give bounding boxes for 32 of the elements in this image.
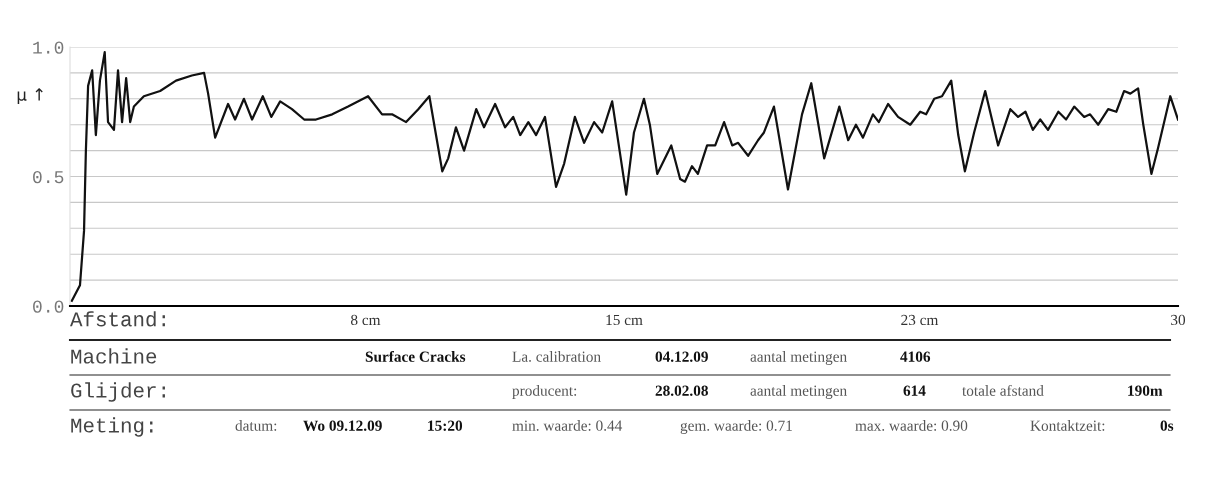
text: producent:	[512, 385, 577, 399]
text: 0s	[1160, 420, 1174, 431]
x-tick-label: 8 cm	[350, 314, 381, 326]
x-tick-label: 15 cm	[606, 314, 643, 326]
text: Machine	[71, 348, 157, 364]
y-tick-label: 1.0	[33, 41, 64, 54]
text: La. calibration	[512, 351, 601, 362]
text: min. waarde: 0.44	[512, 420, 623, 431]
y-axis-title: μ ↑	[17, 88, 43, 104]
text: 4106	[900, 351, 931, 362]
x-tick-label: 23 cm	[901, 314, 939, 326]
text: Meting:	[71, 417, 153, 437]
y-tick-label: 0.5	[33, 170, 64, 184]
x-tick-label: 30	[1171, 314, 1186, 326]
text: 04.12.09	[655, 351, 708, 362]
line-series	[70, 51, 1178, 302]
text: Kontaktzeit:	[1030, 420, 1105, 431]
text: aantal metingen	[750, 385, 847, 399]
text: max. waarde: 0.90	[855, 420, 968, 431]
text: 614	[903, 385, 926, 396]
text: 15:20	[428, 420, 463, 431]
text: Glijder:	[71, 382, 165, 402]
text: gem. waarde: 0.71	[680, 420, 792, 434]
text: 190m	[1128, 385, 1163, 396]
text: 28.02.08	[655, 385, 708, 396]
x-axis-title: Afstand:	[70, 311, 165, 327]
text: Wo 09.12.09	[303, 420, 382, 431]
text: datum:	[235, 420, 277, 431]
y-tick-label: 0.0	[33, 300, 64, 313]
text: totale afstand	[962, 384, 1044, 396]
text: aantal metingen	[750, 351, 847, 365]
text: Surface Cracks	[365, 350, 466, 362]
